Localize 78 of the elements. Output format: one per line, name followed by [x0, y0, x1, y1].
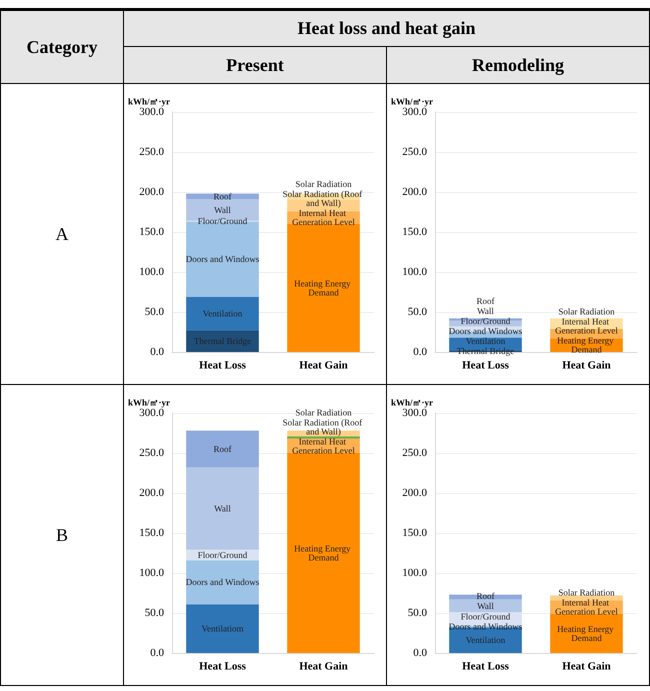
series-label: Doors and Windows	[448, 326, 523, 336]
text: Heat loss and heat gain	[124, 10, 650, 46]
y-tick-label: 50.0	[144, 607, 164, 619]
series-label: Heating Energy Demand	[294, 278, 353, 298]
y-tick-label: 100.0	[402, 266, 428, 278]
y-tick-label: 0.0	[413, 346, 428, 358]
series-label: Solar Radiation	[558, 306, 616, 317]
series-label: Roof	[476, 296, 495, 306]
series-label: Wall	[477, 306, 494, 316]
series-label: Solar Radiation (Roof and Wall)	[282, 417, 364, 436]
series-label: Doors and Windows	[186, 577, 260, 588]
y-tick-label: 300.0	[402, 106, 428, 118]
y-axis-title: kWh/㎡·yr	[391, 96, 434, 106]
series-label: Ventilatiom	[202, 624, 244, 634]
series-label: Ventilation	[466, 336, 506, 346]
series-label: Doors and Windows	[186, 254, 260, 264]
y-tick-label: 100.0	[139, 567, 164, 579]
y-tick-label: 50.0	[408, 607, 428, 619]
series-label: Solar Radiation	[295, 179, 352, 190]
series-label: Solar Radiation (Roof and Wall)	[282, 189, 364, 208]
y-tick-label: 0.0	[150, 647, 164, 659]
y-tick-label: 200.0	[402, 186, 428, 198]
y-tick-label: 200.0	[402, 487, 428, 499]
y-tick-label: 250.0	[139, 447, 164, 459]
y-axis-title: kWh/㎡·yr	[391, 398, 434, 408]
y-tick-label: 150.0	[139, 527, 164, 539]
series-label: Thermal Bridge	[194, 336, 252, 346]
series-label: Wall	[214, 205, 232, 215]
y-axis-title: kWh/㎡·yr	[128, 398, 170, 408]
x-tick-label: Heat Loss	[462, 660, 510, 672]
y-tick-label: 0.0	[150, 346, 164, 358]
series-label: Roof	[214, 444, 232, 454]
series-label: Wall	[477, 600, 494, 611]
y-tick-label: 150.0	[139, 226, 164, 238]
series-label: Heating Energy Demand	[557, 624, 616, 643]
series-label: Floor/Ground	[198, 550, 248, 560]
y-tick-label: 250.0	[139, 146, 164, 158]
text: Category	[0, 10, 124, 84]
text: A	[0, 84, 124, 384]
series-label: Wall	[214, 504, 232, 514]
series-label: Ventilation	[466, 635, 506, 646]
series-label: Roof	[214, 191, 232, 202]
y-tick-label: 200.0	[139, 186, 164, 198]
text: B	[0, 384, 124, 686]
series-label: Internal Heat Generation Level	[555, 598, 618, 616]
x-tick-label: Heat Gain	[299, 360, 348, 372]
y-tick-label: 0.0	[413, 647, 428, 659]
series-label: Internal Heat Generation Level	[555, 316, 618, 336]
x-tick-label: Heat Loss	[199, 360, 247, 372]
x-tick-label: Heat Gain	[562, 360, 611, 372]
y-tick-label: 300.0	[139, 106, 164, 118]
series-label: Internal Heat Generation Level	[292, 208, 356, 228]
y-tick-label: 100.0	[139, 266, 164, 278]
y-tick-label: 250.0	[402, 146, 428, 158]
series-label: Heating Energy Demand	[294, 544, 353, 562]
text: Remodeling	[386, 46, 650, 84]
series-label: Internal Heat Generation Level	[292, 436, 356, 456]
series-label: Solar Radiation	[295, 407, 352, 418]
series-label: Floor/Ground	[460, 316, 511, 326]
y-tick-label: 300.0	[139, 407, 164, 419]
y-tick-label: 100.0	[402, 567, 428, 579]
series-label: Ventilation	[202, 308, 243, 319]
y-tick-label: 150.0	[402, 527, 428, 539]
y-axis-title: kWh/㎡·yr	[128, 96, 170, 106]
x-tick-label: Heat Gain	[562, 660, 611, 672]
y-tick-label: 50.0	[144, 306, 164, 318]
text: Present	[124, 46, 386, 84]
y-tick-label: 150.0	[402, 226, 428, 238]
y-tick-label: 300.0	[402, 407, 428, 419]
series-label: Floor/Ground	[198, 216, 248, 226]
y-tick-label: 50.0	[408, 306, 428, 318]
x-tick-label: Heat Gain	[299, 660, 348, 672]
x-tick-label: Heat Loss	[462, 360, 510, 372]
series-label: Solar Radiation	[558, 588, 616, 598]
y-tick-label: 250.0	[402, 447, 428, 459]
y-tick-label: 200.0	[139, 487, 164, 499]
x-tick-label: Heat Loss	[199, 660, 247, 672]
series-label: Floor/Ground	[460, 612, 511, 622]
